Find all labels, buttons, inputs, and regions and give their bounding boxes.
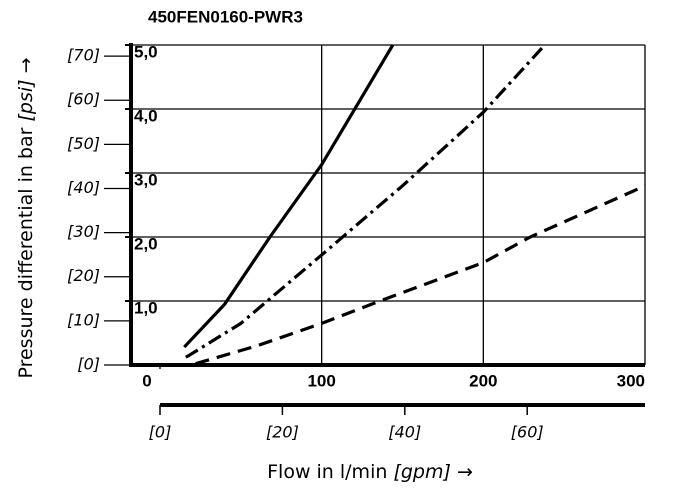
- y-axis-label: Pressure differential in bar [psi] →: [15, 57, 37, 378]
- curve: [185, 43, 546, 359]
- y-tick-label: 1,0: [134, 298, 158, 317]
- y2-tick-label: [40]: [67, 178, 100, 197]
- y-tick-label: 4,0: [134, 106, 158, 125]
- chart-title: 450FEN0160-PWR3: [148, 7, 303, 26]
- y-tick-label: 3,0: [134, 170, 158, 189]
- curve: [183, 44, 395, 349]
- y2-tick-label: [10]: [67, 310, 100, 329]
- y-label-unit: [psi]: [15, 79, 37, 121]
- y-tick-label: 2,0: [134, 234, 158, 253]
- x-label-arrow: →: [457, 461, 473, 483]
- x2-tick-label: [60]: [511, 423, 544, 442]
- x-label-unit: [gpm]: [393, 461, 450, 483]
- y2-tick-label: [30]: [67, 222, 100, 241]
- x-tick-label: 300: [617, 371, 645, 390]
- y-label-text: Pressure differential in bar: [15, 127, 37, 378]
- y2-tick-label: [0]: [77, 355, 100, 374]
- x2-tick-label: [0]: [149, 423, 172, 442]
- x2-tick-label: [40]: [388, 423, 421, 442]
- x-label-text: Flow in l/min: [267, 461, 387, 483]
- y2-tick-label: [20]: [67, 266, 100, 285]
- y-label-arrow: →: [15, 57, 37, 73]
- x-tick-label: 200: [469, 371, 497, 390]
- y2-tick-label: [50]: [67, 134, 100, 153]
- curve: [195, 184, 646, 366]
- x-tick-label: 0: [142, 371, 151, 390]
- y2-tick-label: [70]: [67, 46, 100, 65]
- x2-tick-label: [20]: [266, 423, 299, 442]
- y2-tick-label: [60]: [67, 90, 100, 109]
- x-tick-label: 100: [307, 371, 335, 390]
- y-tick-label: 5,0: [134, 42, 158, 61]
- x-axis-label: Flow in l/min [gpm] →: [267, 461, 473, 483]
